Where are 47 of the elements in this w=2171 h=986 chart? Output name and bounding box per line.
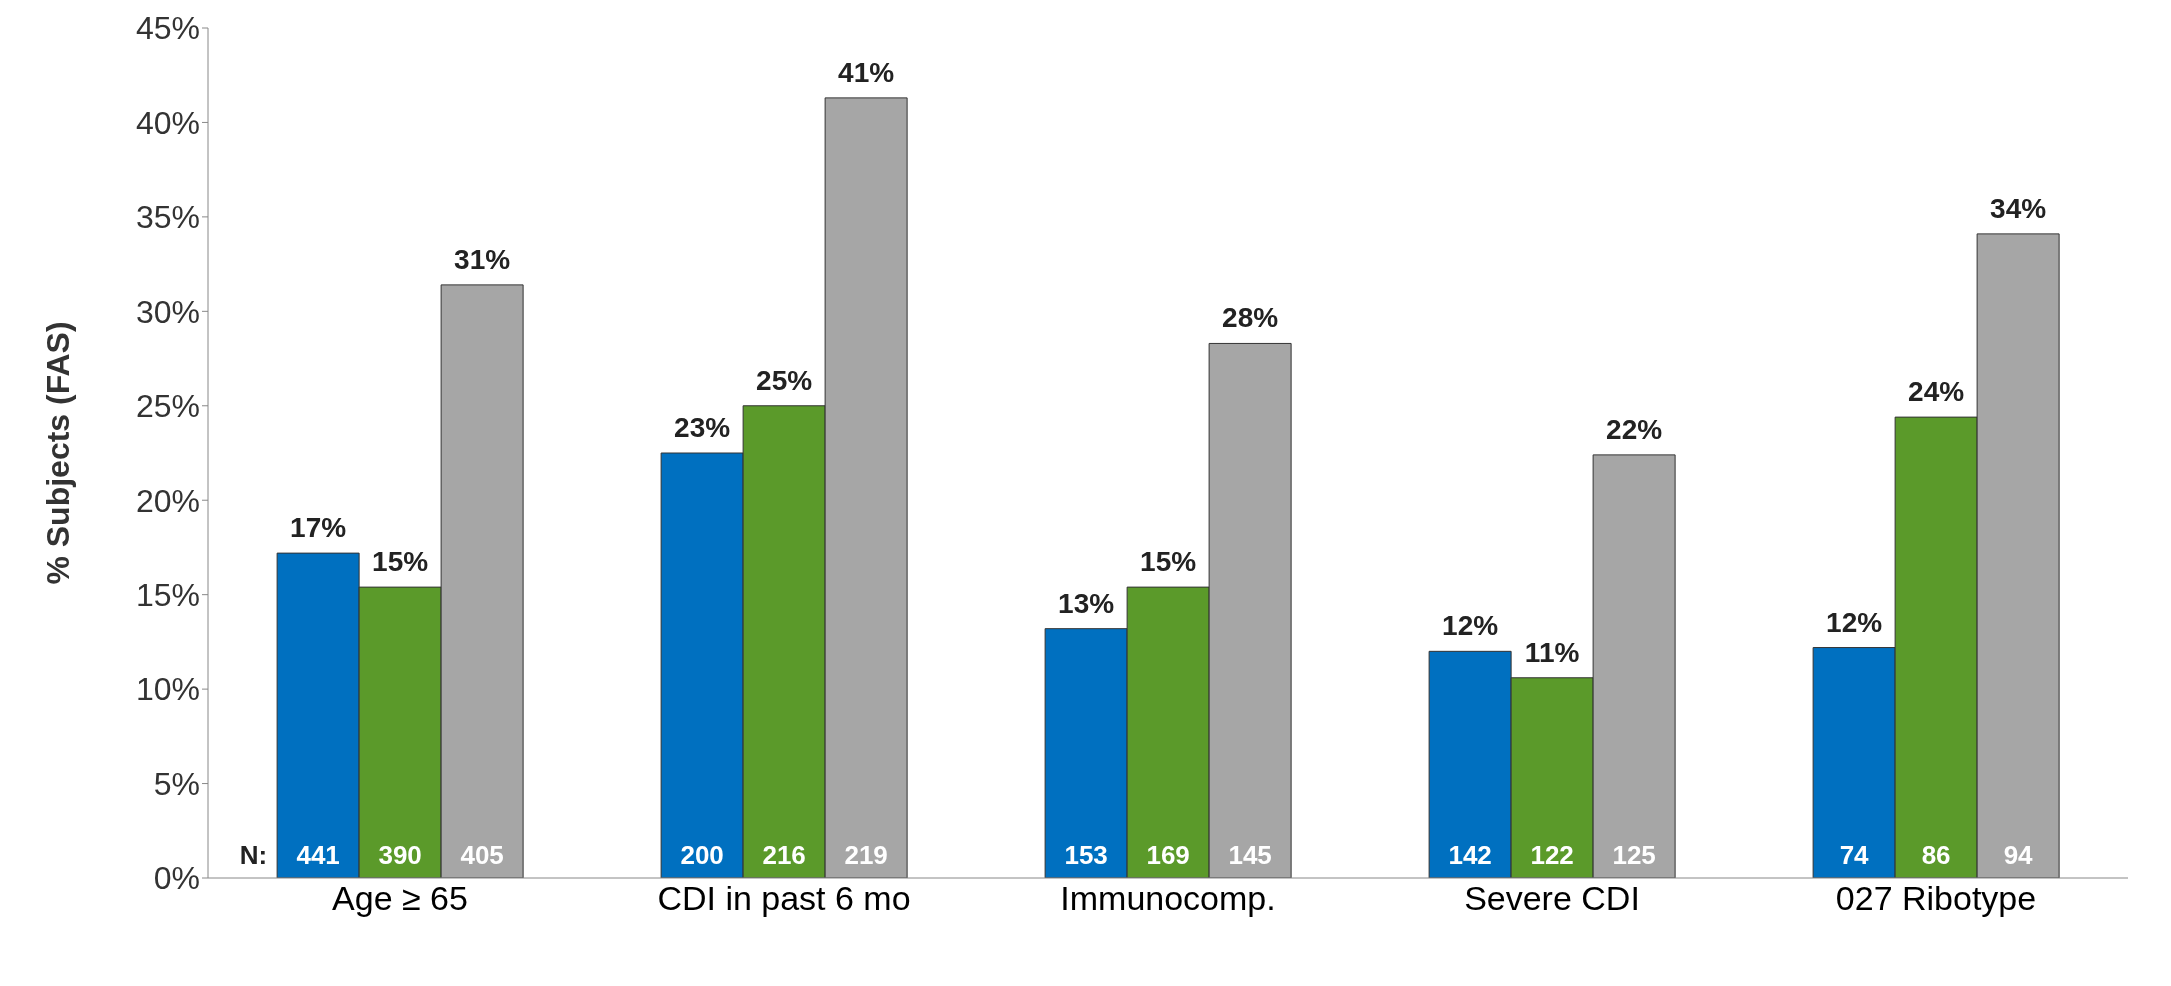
annotation: 169	[1146, 840, 1190, 870]
data-label: 22%	[1606, 413, 1663, 445]
y-tick-label: 45%	[135, 10, 200, 47]
data-label: 15%	[1140, 546, 1197, 578]
data-label: 13%	[1058, 587, 1115, 619]
x-tick-label: 027 Ribotype	[1835, 879, 2037, 918]
annotation: 441	[296, 840, 340, 870]
x-tick-label: Immunocomp.	[1060, 879, 1276, 918]
y-tick-label: 5%	[153, 765, 200, 802]
data-label: 23%	[674, 412, 731, 443]
y-tick-label: 30%	[135, 293, 200, 330]
y-tick-label: 25%	[135, 388, 200, 425]
y-tick-label: 10%	[135, 671, 200, 708]
annotation: 122	[1530, 840, 1574, 870]
data-label: 28%	[1222, 302, 1279, 334]
x-tick-label: Severe CDI	[1464, 879, 1640, 918]
x-tick-label: Age ≥ 65	[332, 879, 468, 918]
annotation: 219	[844, 840, 888, 870]
y-tick-label: 0%	[153, 860, 200, 897]
data-label: 41%	[838, 56, 895, 88]
annotation: 153	[1064, 840, 1108, 870]
data-label: 15%	[372, 546, 429, 578]
annotation: 390	[378, 840, 422, 870]
y-axis-title: % Subjects (FAS)	[40, 321, 77, 585]
annotation: 405	[460, 840, 504, 870]
data-label: 25%	[756, 364, 813, 396]
data-label: 12%	[1826, 606, 1883, 638]
y-tick-label: 40%	[135, 104, 200, 141]
data-label: 17%	[290, 512, 347, 544]
y-tick-label: 15%	[135, 577, 200, 614]
data-label: 31%	[454, 243, 511, 275]
data-label: 11%	[1524, 636, 1580, 668]
annotation: 74	[1839, 840, 1870, 870]
y-tick-label: 20%	[135, 482, 200, 519]
annotation: 86	[1921, 840, 1951, 870]
annotation: N:	[239, 840, 268, 870]
data-label: 34%	[1990, 192, 2047, 224]
annotation: 125	[1612, 840, 1656, 870]
x-tick-label: CDI in past 6 mo	[657, 879, 911, 918]
data-label: 24%	[1908, 376, 1965, 408]
annotation: 94	[2003, 840, 2034, 870]
annotation: 145	[1228, 840, 1272, 870]
annotation: 142	[1448, 840, 1492, 870]
annotation: 216	[762, 840, 806, 870]
y-tick-label: 35%	[135, 199, 200, 236]
annotation: 200	[680, 840, 724, 870]
data-label: 12%	[1442, 610, 1499, 642]
